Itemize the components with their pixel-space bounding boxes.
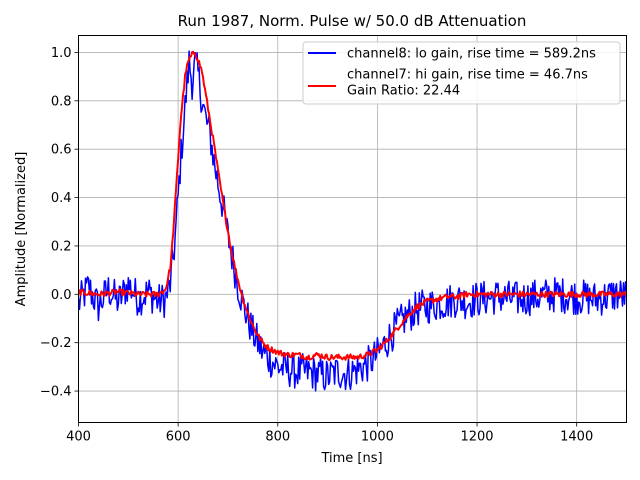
legend: channel8: lo gain, rise time = 589.2ns ch… [302,41,621,105]
y-axis-ticks: −0.4 −0.2 0.0 0.2 0.4 0.6 0.8 1.0 [40,46,79,400]
y-tick-label: 1.0 [51,46,72,61]
plot-frame [78,35,627,423]
series-channel7-legend-label: channel7: hi gain, rise time = 46.7ns [347,68,588,83]
x-tick-label: 1200 [460,430,493,445]
x-tick-label: 1400 [560,430,593,445]
chart-title: Run 1987, Norm. Pulse w/ 50.0 dB Attenua… [178,12,527,30]
y-tick-label: −0.4 [40,385,72,400]
y-tick-label: 0.6 [51,143,72,158]
y-axis-label: Amplitude [Normalized] [14,152,29,307]
series-channel7-legend-label: Gain Ratio: 22.44 [347,84,460,99]
x-tick-label: 800 [265,430,290,445]
series-channel7-line [78,50,627,361]
y-tick-label: 0.0 [51,288,72,303]
legend-box [302,41,621,105]
x-axis-ticks: 400 600 800 1000 1200 1400 [66,422,593,445]
series-layer [78,50,627,392]
y-tick-label: 0.2 [51,239,72,254]
x-tick-label: 1000 [361,430,394,445]
series-channel8-line [78,50,627,392]
y-tick-label: 0.8 [51,94,72,109]
y-tick-label: 0.4 [51,191,72,206]
series-channel8-legend-label: channel8: lo gain, rise time = 589.2ns [347,47,596,62]
x-axis-label: Time [ns] [320,451,382,466]
y-tick-label: −0.2 [40,336,72,351]
x-tick-label: 600 [166,430,191,445]
x-tick-label: 400 [66,430,91,445]
